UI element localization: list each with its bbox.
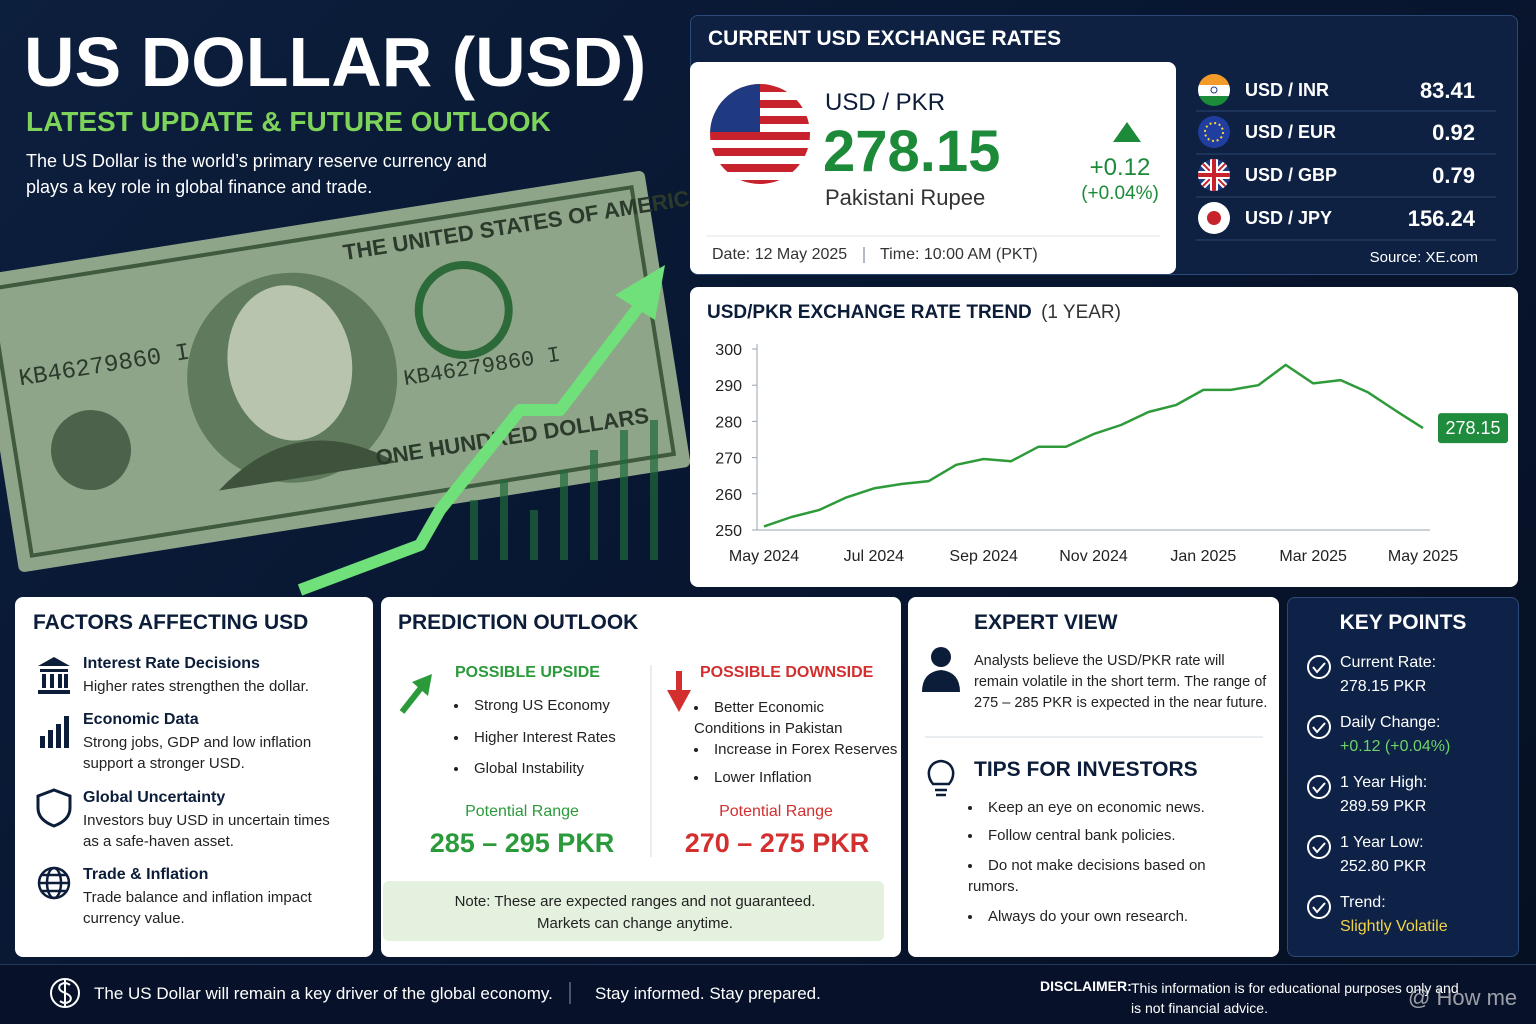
note-box — [383, 881, 884, 941]
rate: 83.41 — [1419, 78, 1475, 103]
rate: 0.92 — [1432, 120, 1475, 145]
pair: USD / GBP — [1245, 165, 1338, 185]
factor-title: Interest Rate Decisions — [83, 655, 260, 672]
footer-tagline: Stay informed. Stay prepared. — [595, 984, 821, 1003]
factor-title: Trade & Inflation — [83, 866, 209, 883]
tip: Do not make decisions based on rumors. — [968, 855, 1208, 897]
tip: Follow central bank policies. — [968, 825, 1208, 846]
subtitle: LATEST UPDATE & FUTURE OUTLOOK — [26, 106, 551, 137]
factors-heading: FACTORS AFFECTING USD — [33, 611, 309, 634]
rate: 156.24 — [1407, 206, 1475, 231]
footer-message: The US Dollar will remain a key driver o… — [94, 984, 553, 1003]
main-rate: 278.15 — [823, 119, 1001, 184]
factor-text: Investors buy USD in uncertain times as … — [83, 812, 330, 850]
key-value: +0.12 (+0.04%) — [1340, 738, 1451, 755]
key-value: 278.15 PKR — [1340, 678, 1427, 695]
change: +0.12 — [1089, 154, 1151, 181]
arrow-head — [615, 265, 665, 320]
pair: USD / JPY — [1245, 208, 1333, 228]
factor-title: Global Uncertainty — [83, 789, 226, 806]
dollar-illustration: THE UNITED STATES OF AMERICA KB46279860 … — [0, 170, 690, 596]
tip: Always do your own research. — [968, 906, 1208, 927]
candles — [470, 420, 658, 560]
disclaimer: This information is for educational purp… — [1131, 980, 1459, 1016]
main-pair: USD / PKR — [825, 89, 946, 116]
factor-text: Strong jobs, GDP and low inflation suppo… — [83, 734, 312, 772]
downside-heading: POSSIBLE DOWNSIDE — [700, 664, 874, 681]
disclaimer-label: DISCLAIMER: — [1040, 978, 1132, 994]
date: Date: 12 May 2025 — [712, 246, 848, 263]
trend-chart: USD/PKR EXCHANGE RATE TREND (1 YEAR) 250… — [707, 302, 1508, 565]
x-tick-label: Mar 2025 — [1279, 548, 1347, 565]
upside-range: 285 – 295 PKR — [429, 828, 615, 858]
footer-bar — [0, 964, 1536, 1024]
source: Source: XE.com — [1369, 249, 1478, 266]
y-tick-label: 260 — [715, 487, 742, 504]
pair: USD / EUR — [1245, 122, 1337, 142]
factor-title: Economic Data — [83, 711, 199, 728]
expert-heading: EXPERT VIEW — [974, 611, 1118, 634]
upside-range-label: Potential Range — [465, 803, 579, 820]
watermark: @ How me — [1408, 985, 1518, 1010]
x-tick-label: Jan 2025 — [1170, 548, 1236, 565]
key-value: Slightly Volatile — [1340, 918, 1448, 935]
y-tick-label: 250 — [715, 523, 742, 540]
factors-panel — [15, 597, 373, 957]
end-value-tag — [1438, 413, 1508, 444]
rates-heading: CURRENT USD EXCHANGE RATES — [708, 27, 1062, 50]
title: US DOLLAR (USD) — [24, 23, 647, 101]
upside-item: Strong US Economy — [454, 697, 610, 714]
y-tick-label: 280 — [715, 414, 742, 431]
key-label: 1 Year Low: — [1340, 834, 1424, 851]
downside-item: Increase in Forex Reserves — [694, 741, 897, 758]
y-tick-label: 300 — [715, 342, 742, 359]
downside-range-label: Potential Range — [719, 803, 833, 820]
downside-range: 270 – 275 PKR — [684, 828, 870, 858]
y-tick-label: 290 — [715, 378, 742, 395]
end-value-label: 278.15 — [1445, 418, 1500, 438]
key-label: Daily Change: — [1340, 714, 1441, 731]
factor-text: Trade balance and inflation impact curre… — [83, 889, 312, 927]
trend-line — [763, 363, 1424, 528]
currency-name: Pakistani Rupee — [825, 185, 986, 210]
x-tick-label: May 2025 — [1388, 548, 1458, 565]
prediction-heading: PREDICTION OUTLOOK — [398, 611, 639, 634]
time: Time: 10:00 AM (PKT) — [880, 246, 1038, 263]
tip: Keep an eye on economic news. — [968, 797, 1208, 818]
key-value: 289.59 PKR — [1340, 798, 1427, 815]
x-tick-label: Jul 2024 — [844, 548, 905, 565]
change-pct: (+0.04%) — [1081, 183, 1159, 204]
y-tick-label: 270 — [715, 451, 742, 468]
trend-arrow — [297, 301, 645, 596]
description: The US Dollar is the world’s primary res… — [26, 151, 487, 197]
chart-panel — [690, 287, 1518, 587]
expert-text: Analysts believe the USD/PKR rate will r… — [974, 653, 1268, 711]
tips-heading: TIPS FOR INVESTORS — [974, 758, 1198, 781]
x-tick-label: Nov 2024 — [1059, 548, 1128, 565]
key-points-heading: KEY POINTS — [1339, 611, 1467, 634]
chart-subtitle: (1 YEAR) — [1041, 302, 1121, 323]
key-value: 252.80 PKR — [1340, 858, 1427, 875]
upside-item: Global Instability — [454, 760, 584, 777]
chart-title-line: USD/PKR EXCHANGE RATE TREND (1 YEAR) — [707, 302, 1121, 323]
key-label: Trend: — [1340, 894, 1386, 911]
upside-item: Higher Interest Rates — [454, 729, 616, 746]
pair: USD / INR — [1245, 80, 1330, 100]
downside-item: Better Economic Conditions in Pakistan — [694, 697, 884, 739]
x-tick-label: Sep 2024 — [949, 548, 1018, 565]
rate: 0.79 — [1432, 163, 1475, 188]
chart-title: USD/PKR EXCHANGE RATE TREND — [707, 302, 1032, 323]
upside-heading: POSSIBLE UPSIDE — [455, 664, 600, 681]
factor-text: Higher rates strengthen the dollar. — [83, 678, 309, 695]
expert-panel — [908, 597, 1279, 957]
x-tick-label: May 2024 — [729, 548, 799, 565]
note: Note: These are expected ranges and not … — [454, 893, 816, 932]
key-label: Current Rate: — [1340, 654, 1437, 671]
downside-item: Lower Inflation — [694, 769, 812, 786]
key-label: 1 Year High: — [1340, 774, 1428, 791]
